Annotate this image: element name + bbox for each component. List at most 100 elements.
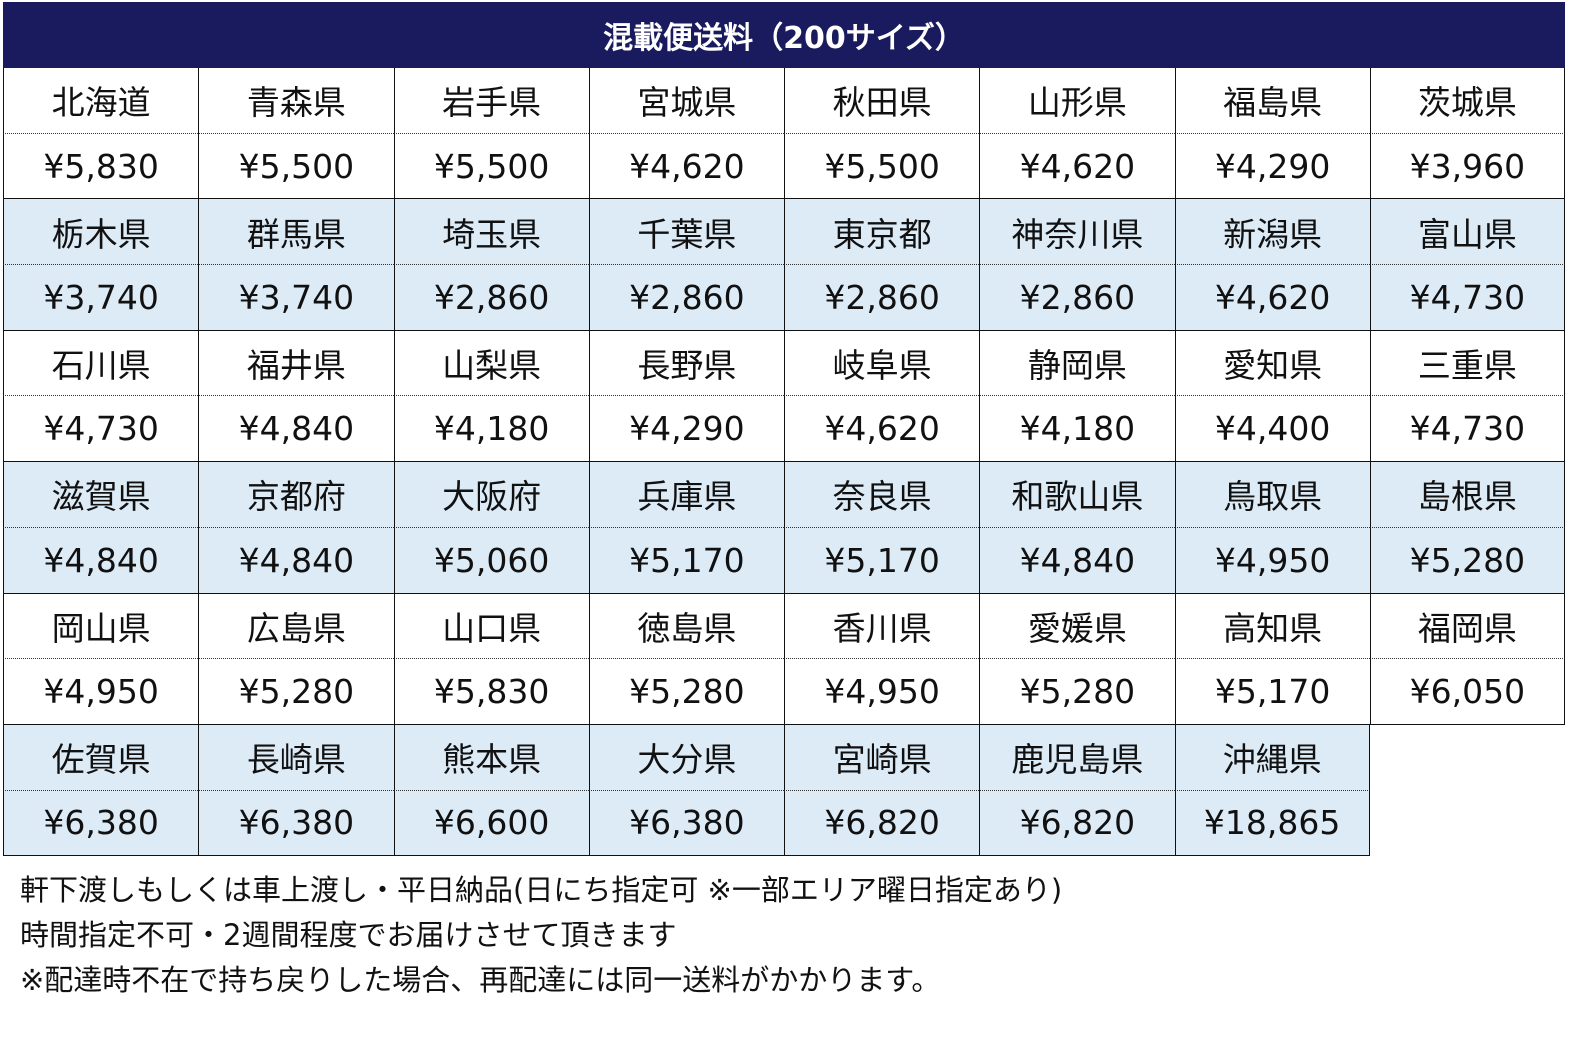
price-cell: ¥4,730 [1369,265,1565,331]
prefecture-cell: 静岡県 [979,330,1175,397]
price-cell: ¥4,620 [1174,265,1370,331]
price-cell: ¥2,860 [393,265,589,331]
prefecture-cell: 群馬県 [198,199,394,266]
note-line: 軒下渡しもしくは車上渡し・平日納品(日にち指定可 ※一部エリア曜日指定あり) [20,873,1063,907]
price-cell: ¥3,740 [3,265,199,331]
prefecture-cell: 宮崎県 [784,724,980,791]
price-cell: ¥4,730 [1369,396,1565,463]
prefecture-cell: 神奈川県 [979,199,1175,266]
prefecture-cell: 福島県 [1174,68,1370,134]
price-cell: ¥2,860 [784,265,980,331]
prefecture-cell: 山形県 [979,68,1175,134]
prefecture-cell: 島根県 [1369,462,1565,528]
price-cell: ¥4,730 [3,396,199,463]
price-cell: ¥6,600 [393,790,589,857]
prefecture-cell: 広島県 [198,593,394,660]
prefecture-cell: 兵庫県 [588,462,784,528]
prefecture-cell: 秋田県 [784,68,980,134]
prefecture-cell: 岡山県 [3,593,199,660]
price-cell: ¥3,740 [198,265,394,331]
prefecture-cell: 愛媛県 [979,593,1175,660]
price-cell: ¥18,865 [1174,790,1370,857]
price-cell: ¥2,860 [588,265,784,331]
prefecture-cell: 福井県 [198,330,394,397]
price-cell: ¥6,050 [1369,659,1565,725]
price-cell: ¥6,380 [198,790,394,857]
prefecture-cell: 石川県 [3,330,199,397]
price-cell: ¥4,620 [588,133,784,200]
prefecture-cell: 青森県 [198,68,394,134]
prefecture-cell: 大阪府 [393,462,589,528]
price-cell: ¥4,840 [198,527,394,594]
price-cell: ¥6,380 [3,790,199,857]
price-cell: ¥4,290 [588,396,784,463]
prefecture-cell: 東京都 [784,199,980,266]
price-cell: ¥4,840 [3,527,199,594]
notes: 軒下渡しもしくは車上渡し・平日納品(日にち指定可 ※一部エリア曜日指定あり) 時… [20,868,1062,1003]
prefecture-cell: 愛知県 [1174,330,1370,397]
empty-cell [1370,725,1565,791]
prefecture-cell: 山梨県 [393,330,589,397]
prefecture-cell: 佐賀県 [3,724,199,791]
prefecture-cell: 熊本県 [393,724,589,791]
prefecture-cell: 滋賀県 [3,462,199,528]
prefecture-cell: 北海道 [3,68,199,134]
price-cell: ¥4,950 [784,659,980,725]
prefecture-cell: 沖縄県 [1174,724,1370,791]
table-title: 混載便送料（200サイズ） [3,2,1565,68]
price-cell: ¥4,840 [198,396,394,463]
price-cell: ¥4,400 [1174,396,1370,463]
prefecture-cell: 鳥取県 [1174,462,1370,528]
price-cell: ¥4,950 [1174,527,1370,594]
prefecture-cell: 高知県 [1174,593,1370,660]
prefecture-cell: 福岡県 [1369,593,1565,660]
prefecture-cell: 山口県 [393,593,589,660]
prefecture-cell: 京都府 [198,462,394,528]
prefecture-cell: 徳島県 [588,593,784,660]
prefecture-cell: 長野県 [588,330,784,397]
empty-cell [1370,791,1565,857]
prefecture-cell: 栃木県 [3,199,199,266]
price-cell: ¥3,960 [1369,133,1565,200]
prefecture-cell: 三重県 [1369,330,1565,397]
price-cell: ¥4,180 [979,396,1175,463]
price-cell: ¥4,620 [979,133,1175,200]
price-cell: ¥5,170 [1174,659,1370,725]
price-cell: ¥5,500 [198,133,394,200]
price-cell: ¥4,620 [784,396,980,463]
note-line: 時間指定不可・2週間程度でお届けさせて頂きます [20,918,677,952]
price-cell: ¥4,840 [979,527,1175,594]
price-cell: ¥5,280 [1369,527,1565,594]
price-cell: ¥4,290 [1174,133,1370,200]
prefecture-cell: 香川県 [784,593,980,660]
price-cell: ¥5,280 [588,659,784,725]
prefecture-cell: 奈良県 [784,462,980,528]
price-cell: ¥5,060 [393,527,589,594]
prefecture-cell: 埼玉県 [393,199,589,266]
prefecture-cell: 新潟県 [1174,199,1370,266]
note-line: ※配達時不在で持ち戻りした場合、再配達には同一送料がかかります。 [20,963,941,997]
price-cell: ¥5,170 [588,527,784,594]
price-cell: ¥2,860 [979,265,1175,331]
price-cell: ¥5,280 [198,659,394,725]
prefecture-cell: 大分県 [588,724,784,791]
shipping-rate-table: 北海道 青森県 岩手県 宮城県 秋田県 山形県 福島県 茨城県 ¥5,830 ¥5,500 ¥5,5… [3,68,1565,857]
price-cell: ¥6,380 [588,790,784,857]
price-cell: ¥6,820 [979,790,1175,857]
prefecture-cell: 鹿児島県 [979,724,1175,791]
prefecture-cell: 岩手県 [393,68,589,134]
prefecture-cell: 茨城県 [1369,68,1565,134]
prefecture-cell: 和歌山県 [979,462,1175,528]
prefecture-cell: 長崎県 [198,724,394,791]
price-cell: ¥4,180 [393,396,589,463]
prefecture-cell: 富山県 [1369,199,1565,266]
price-cell: ¥5,500 [393,133,589,200]
prefecture-cell: 千葉県 [588,199,784,266]
price-cell: ¥5,280 [979,659,1175,725]
price-cell: ¥5,500 [784,133,980,200]
price-cell: ¥5,170 [784,527,980,594]
prefecture-cell: 岐阜県 [784,330,980,397]
price-cell: ¥4,950 [3,659,199,725]
price-cell: ¥5,830 [393,659,589,725]
price-cell: ¥6,820 [784,790,980,857]
